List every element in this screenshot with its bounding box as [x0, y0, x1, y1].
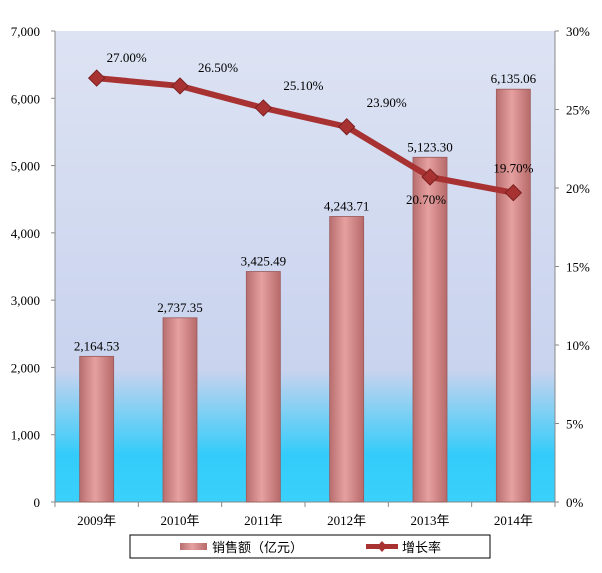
bar [162, 317, 198, 503]
bar-label: 6,135.06 [491, 71, 537, 86]
growth-marker [421, 168, 439, 186]
left-tick-label: 4,000 [11, 226, 40, 241]
left-tick-label: 5,000 [11, 159, 40, 174]
bar [79, 355, 115, 503]
left-tick-label: 7,000 [11, 24, 40, 39]
right-tick-label: 25% [566, 103, 590, 118]
growth-marker [171, 77, 189, 95]
left-tick-label: 1,000 [11, 428, 40, 443]
x-tick-label: 2014年 [494, 513, 533, 528]
growth-label: 25.10% [283, 78, 323, 93]
right-tick-label: 30% [566, 24, 590, 39]
bar-label: 5,123.30 [407, 139, 453, 154]
growth-line [96, 75, 514, 196]
bar [245, 271, 281, 503]
growth-marker [87, 69, 106, 87]
legend-line-marker [377, 541, 387, 552]
growth-label: 19.70% [493, 161, 533, 176]
bar-label: 2,737.35 [157, 300, 203, 315]
x-tick-label: 2011年 [244, 513, 283, 528]
bar [412, 156, 448, 503]
x-tick-label: 2009年 [77, 513, 116, 528]
growth-marker [337, 118, 356, 136]
bar [495, 88, 531, 503]
left-tick-label: 6,000 [11, 91, 40, 106]
growth-marker [504, 184, 523, 202]
right-tick-label: 10% [566, 338, 590, 353]
growth-label: 27.00% [107, 50, 147, 65]
plot-area [55, 31, 555, 502]
bar-label: 2,164.53 [74, 338, 120, 353]
bar [329, 216, 365, 503]
x-tick-label: 2012年 [327, 513, 366, 528]
growth-marker [254, 99, 273, 117]
left-tick-label: 2,000 [11, 360, 40, 375]
bar-label: 4,243.71 [324, 198, 370, 213]
growth-label: 23.90% [367, 95, 407, 110]
left-tick-label: 3,000 [11, 293, 40, 308]
legend-bar-label: 销售额（亿元） [212, 540, 303, 555]
right-tick-label: 15% [566, 260, 590, 275]
right-tick-label: 20% [566, 181, 590, 196]
x-tick-label: 2013年 [410, 513, 449, 528]
x-tick-label: 2010年 [160, 513, 199, 528]
right-tick-label: 5% [566, 417, 584, 432]
bar-label: 3,425.49 [241, 254, 287, 269]
growth-label: 20.70% [406, 192, 446, 207]
right-tick-label: 0% [566, 495, 584, 510]
legend [129, 534, 491, 559]
legend-bar-swatch [180, 543, 207, 550]
legend-line-label: 增长率 [402, 540, 441, 555]
left-tick-label: 0 [34, 495, 41, 510]
growth-label: 26.50% [198, 60, 238, 75]
